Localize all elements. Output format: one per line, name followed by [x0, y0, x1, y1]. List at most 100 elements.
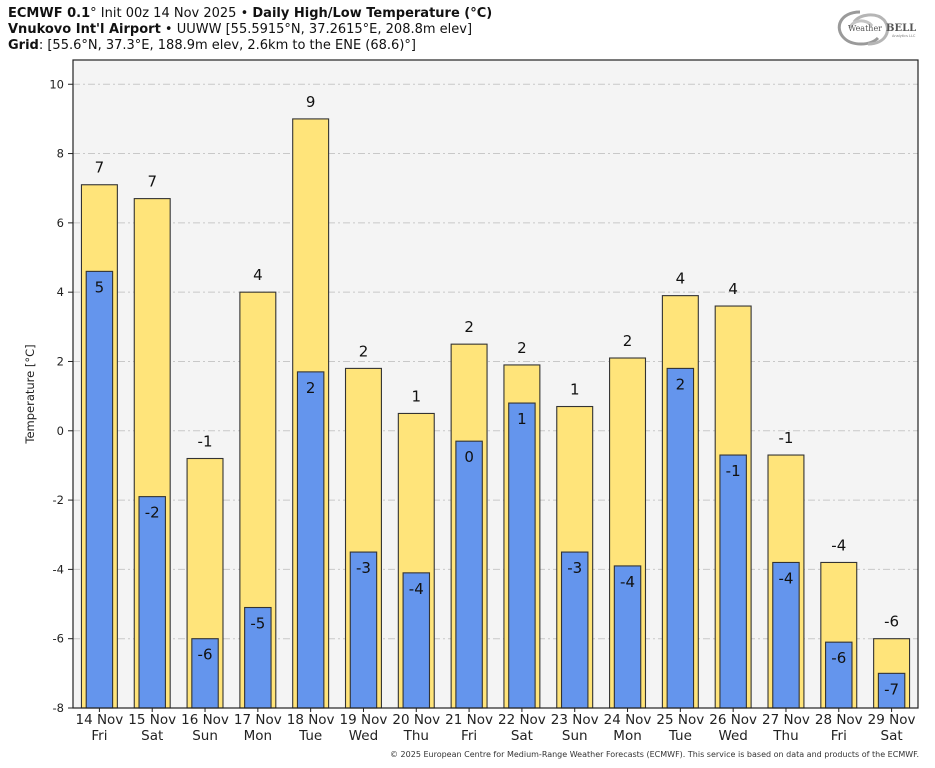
x-tick-weekday: Fri: [831, 728, 847, 744]
weatherbell-logo: Weather BELL Analytics LLC: [837, 10, 916, 46]
low-bar: [402, 572, 431, 709]
x-tick-date: 15 Nov: [128, 712, 176, 728]
low-label: -3: [567, 559, 582, 577]
low-label: -7: [884, 680, 899, 698]
high-label: 2: [464, 318, 474, 336]
y-tick-label: 6: [57, 216, 64, 230]
high-label: 2: [623, 332, 633, 350]
logo-subtext: Analytics LLC: [892, 34, 916, 38]
chart-title-line-3: Grid: [55.6°N, 37.3°E, 188.9m elev, 2.6k…: [8, 37, 416, 54]
high-label: -1: [778, 429, 793, 447]
y-tick-label: -6: [53, 632, 64, 646]
low-bar: [613, 565, 642, 709]
low-bar: [244, 606, 272, 709]
x-tick-weekday: Tue: [668, 728, 692, 744]
low-bar: [719, 454, 747, 709]
low-label: -5: [250, 615, 265, 633]
x-tick-weekday: Mon: [613, 728, 641, 744]
x-tick-weekday: Wed: [718, 728, 747, 744]
x-tick-date: 26 Nov: [709, 712, 757, 728]
logo-text-weather: Weather: [848, 24, 882, 33]
y-tick-label: 0: [57, 424, 64, 438]
chart-title-line-1: ECMWF 0.1° Init 00z 14 Nov 2025 • Daily …: [8, 5, 492, 22]
x-tick-date: 14 Nov: [75, 712, 123, 728]
y-tick-label: 2: [57, 354, 64, 368]
low-bar: [508, 402, 536, 709]
low-label: 5: [95, 278, 105, 296]
station-name: Vnukovo Int'l Airport: [8, 22, 161, 37]
grid-info: : [55.6°N, 37.3°E, 188.9m elev, 2.6km to…: [38, 38, 416, 53]
x-tick-date: 25 Nov: [656, 712, 704, 728]
y-tick-label: 10: [49, 77, 64, 91]
data-labels: 7 5 7 -2 -1 -6 4 -5 9 2 2 -3 1 -4 2 0 2 1 1 -3 2 -4 4 2 4 -1 -1 -4 -…: [95, 93, 899, 698]
x-tick-date: 24 Nov: [604, 712, 652, 728]
low-bar: [772, 561, 800, 709]
low-bar: [560, 551, 589, 709]
y-tick-label: -4: [53, 562, 64, 576]
y-axis-ticks: -8 -6 -4 -2 0 2 4 6 8 10: [49, 77, 73, 715]
x-tick-date: 16 Nov: [181, 712, 229, 728]
high-label: -4: [831, 536, 846, 554]
x-tick-date: 23 Nov: [551, 712, 599, 728]
high-label: -1: [198, 433, 213, 451]
high-label: 4: [676, 270, 686, 288]
x-tick-weekday: Sun: [562, 728, 588, 744]
low-label: -4: [409, 580, 424, 598]
x-tick-weekday: Wed: [349, 728, 378, 744]
x-tick-weekday: Mon: [244, 728, 272, 744]
low-label: 0: [464, 448, 474, 466]
high-label: 7: [147, 173, 157, 191]
x-tick-date: 18 Nov: [287, 712, 335, 728]
x-tick-date: 19 Nov: [340, 712, 388, 728]
high-label: 4: [253, 266, 263, 284]
copyright-notice: © 2025 European Centre for Medium-Range …: [390, 750, 919, 759]
low-bar: [349, 551, 378, 709]
y-tick-label: -8: [53, 701, 64, 715]
low-bar: [138, 496, 166, 709]
x-tick-date: 20 Nov: [392, 712, 440, 728]
x-tick-date: 27 Nov: [762, 712, 810, 728]
low-label: -6: [831, 649, 846, 667]
x-tick-weekday: Sat: [881, 728, 903, 744]
logo-text-bell: BELL: [886, 23, 916, 34]
y-tick-label: 4: [57, 285, 64, 299]
high-label: 1: [570, 381, 580, 399]
product-title: Daily High/Low Temperature (°C): [252, 6, 493, 21]
low-bar: [666, 367, 695, 709]
high-label: 4: [728, 280, 738, 298]
x-tick-weekday: Fri: [461, 728, 477, 744]
x-tick-weekday: Sun: [192, 728, 218, 744]
high-label: 2: [517, 339, 527, 357]
high-label: 9: [306, 93, 316, 111]
x-tick-weekday: Thu: [772, 728, 798, 744]
x-tick-weekday: Thu: [403, 728, 429, 744]
y-tick-label: -2: [53, 493, 64, 507]
low-bar: [296, 371, 325, 709]
x-tick-weekday: Sat: [141, 728, 163, 744]
x-tick-weekday: Tue: [298, 728, 322, 744]
low-label: -4: [620, 573, 635, 591]
low-label: 2: [306, 379, 316, 397]
chart-title-line-2: Vnukovo Int'l Airport • UUWW [55.5915°N,…: [8, 21, 472, 38]
bars: [80, 118, 911, 709]
init-time: ° Init 00z 14 Nov 2025 •: [90, 6, 253, 21]
low-label: -6: [198, 646, 213, 664]
low-label: -4: [778, 569, 793, 587]
high-label: -6: [884, 613, 899, 631]
low-label: 2: [676, 375, 686, 393]
low-bar: [85, 270, 114, 709]
station-info: • UUWW [55.5915°N, 37.2615°E, 208.8m ele…: [160, 22, 473, 37]
plot-frame: [72, 59, 919, 709]
x-tick-weekday: Fri: [91, 728, 107, 744]
model-name: ECMWF 0.1: [8, 6, 91, 21]
low-bar: [455, 440, 483, 709]
grid-label: Grid: [8, 38, 39, 53]
x-tick-date: 28 Nov: [815, 712, 863, 728]
x-tick-date: 29 Nov: [868, 712, 916, 728]
low-bar: [191, 638, 219, 709]
y-axis-label: Temperature [°C]: [23, 344, 37, 444]
x-tick-date: 17 Nov: [234, 712, 282, 728]
high-label: 2: [359, 342, 369, 360]
low-label: -3: [356, 559, 371, 577]
